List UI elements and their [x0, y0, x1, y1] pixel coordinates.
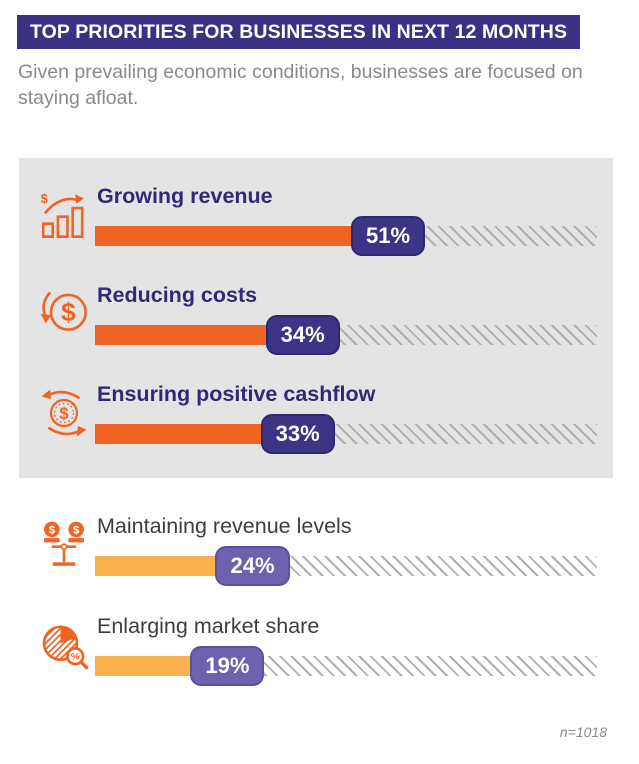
value-badge: 34%	[265, 315, 340, 355]
growth-chart-icon: $	[33, 184, 95, 256]
svg-text:$: $	[73, 525, 80, 537]
svg-text:%: %	[71, 652, 80, 663]
cost-reduction-icon: $	[33, 283, 95, 355]
priority-label: Ensuring positive cashflow	[97, 382, 376, 406]
top-priorities-panel: $ Growing revenue 51%	[19, 158, 613, 478]
value-badge: 24%	[215, 546, 290, 586]
bar-track: 33%	[95, 414, 597, 454]
value-badge: 19%	[190, 646, 265, 686]
secondary-priorities-section: $ $ Maintaining revenue levels 24%	[19, 514, 613, 714]
bar-fill	[95, 556, 216, 576]
bar-fill	[95, 424, 261, 444]
priority-row-positive-cashflow: $ Ensuring positive cashflow 33%	[33, 382, 597, 454]
priority-content: Reducing costs 34%	[95, 283, 597, 355]
page-title-bar: TOP PRIORITIES FOR BUSINESSES IN NEXT 12…	[17, 15, 581, 49]
cashflow-cycle-icon: $	[33, 382, 95, 454]
priority-label: Enlarging market share	[97, 614, 320, 638]
priority-content: Growing revenue 51%	[95, 184, 597, 256]
priority-row-maintaining-revenue: $ $ Maintaining revenue levels 24%	[33, 514, 597, 586]
priority-row-market-share: % Enlarging market share 19%	[33, 614, 597, 686]
bar-track: 24%	[95, 546, 597, 586]
priority-content: Maintaining revenue levels 24%	[95, 514, 597, 586]
bar-track: 19%	[95, 646, 597, 686]
sample-size-note: n=1018	[559, 724, 607, 740]
priority-label: Reducing costs	[97, 283, 258, 307]
svg-text:$: $	[59, 405, 68, 423]
page-title: TOP PRIORITIES FOR BUSINESSES IN NEXT 12…	[30, 20, 568, 43]
priority-row-growing-revenue: $ Growing revenue 51%	[33, 184, 597, 256]
priority-row-reducing-costs: $ Reducing costs 34%	[33, 283, 597, 355]
bar-track: 51%	[95, 216, 597, 256]
svg-text:$: $	[41, 191, 49, 206]
page-subtitle: Given prevailing economic conditions, bu…	[18, 61, 583, 109]
value-badge: 33%	[260, 414, 335, 454]
bar-fill	[95, 656, 191, 676]
priority-label: Growing revenue	[97, 184, 273, 208]
bar-fill	[95, 226, 352, 246]
svg-text:$: $	[61, 297, 76, 327]
priority-content: Enlarging market share 19%	[95, 614, 597, 686]
value-badge: 51%	[351, 216, 426, 256]
balance-scale-icon: $ $	[33, 514, 95, 586]
market-share-pie-icon: %	[33, 614, 95, 686]
priority-content: Ensuring positive cashflow 33%	[95, 382, 597, 454]
svg-text:$: $	[49, 525, 56, 537]
bar-track: 34%	[95, 315, 597, 355]
bar-fill	[95, 325, 266, 345]
priority-label: Maintaining revenue levels	[97, 514, 352, 538]
